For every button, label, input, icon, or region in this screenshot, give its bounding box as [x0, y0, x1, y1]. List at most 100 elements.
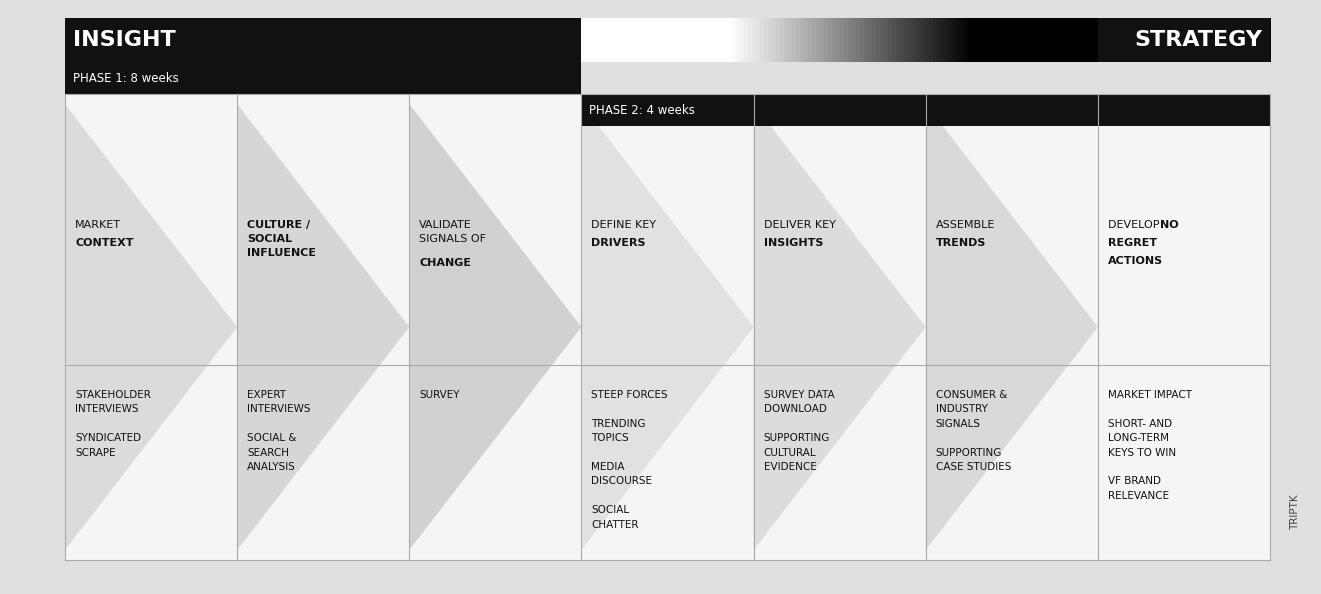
- FancyBboxPatch shape: [1206, 18, 1211, 62]
- FancyBboxPatch shape: [1226, 18, 1231, 62]
- FancyBboxPatch shape: [322, 18, 328, 62]
- FancyBboxPatch shape: [254, 18, 259, 62]
- FancyBboxPatch shape: [427, 18, 432, 62]
- FancyBboxPatch shape: [980, 18, 985, 62]
- FancyBboxPatch shape: [69, 18, 74, 62]
- FancyBboxPatch shape: [289, 18, 295, 62]
- FancyBboxPatch shape: [1258, 18, 1263, 62]
- FancyBboxPatch shape: [976, 18, 982, 62]
- FancyBboxPatch shape: [285, 18, 291, 62]
- FancyBboxPatch shape: [555, 18, 560, 62]
- Text: NO: NO: [1160, 220, 1178, 230]
- FancyBboxPatch shape: [604, 18, 608, 62]
- FancyBboxPatch shape: [563, 18, 568, 62]
- FancyBboxPatch shape: [985, 18, 989, 62]
- FancyBboxPatch shape: [1242, 18, 1247, 62]
- FancyBboxPatch shape: [125, 18, 131, 62]
- FancyBboxPatch shape: [612, 18, 617, 62]
- FancyBboxPatch shape: [1110, 18, 1115, 62]
- FancyBboxPatch shape: [458, 18, 464, 62]
- Text: DEFINE KEY: DEFINE KEY: [592, 220, 657, 230]
- FancyBboxPatch shape: [1194, 18, 1198, 62]
- FancyBboxPatch shape: [1210, 18, 1215, 62]
- FancyBboxPatch shape: [1061, 18, 1066, 62]
- FancyBboxPatch shape: [620, 18, 625, 62]
- FancyBboxPatch shape: [1133, 18, 1139, 62]
- FancyBboxPatch shape: [1198, 18, 1202, 62]
- FancyBboxPatch shape: [627, 18, 633, 62]
- FancyBboxPatch shape: [997, 18, 1001, 62]
- FancyBboxPatch shape: [889, 18, 893, 62]
- FancyBboxPatch shape: [897, 18, 901, 62]
- FancyBboxPatch shape: [844, 18, 849, 62]
- FancyBboxPatch shape: [828, 18, 834, 62]
- FancyBboxPatch shape: [230, 18, 235, 62]
- FancyBboxPatch shape: [868, 18, 873, 62]
- Text: MARKET IMPACT

SHORT- AND
LONG-TERM
KEYS TO WIN

VF BRAND
RELEVANCE: MARKET IMPACT SHORT- AND LONG-TERM KEYS …: [1108, 390, 1192, 501]
- Text: PHASE 1: 8 weeks: PHASE 1: 8 weeks: [73, 71, 178, 84]
- FancyBboxPatch shape: [728, 18, 733, 62]
- FancyBboxPatch shape: [450, 18, 456, 62]
- FancyBboxPatch shape: [1234, 18, 1239, 62]
- FancyBboxPatch shape: [1102, 18, 1106, 62]
- FancyBboxPatch shape: [756, 18, 761, 62]
- FancyBboxPatch shape: [1069, 18, 1074, 62]
- FancyBboxPatch shape: [659, 18, 664, 62]
- FancyBboxPatch shape: [913, 18, 918, 62]
- FancyBboxPatch shape: [929, 18, 934, 62]
- FancyBboxPatch shape: [165, 18, 170, 62]
- FancyBboxPatch shape: [65, 18, 70, 62]
- FancyBboxPatch shape: [1118, 18, 1123, 62]
- FancyBboxPatch shape: [277, 18, 283, 62]
- Text: ASSEMBLE: ASSEMBLE: [935, 220, 995, 230]
- FancyBboxPatch shape: [1041, 18, 1046, 62]
- FancyBboxPatch shape: [647, 18, 653, 62]
- FancyBboxPatch shape: [527, 18, 532, 62]
- FancyBboxPatch shape: [415, 18, 420, 62]
- Text: CHANGE: CHANGE: [419, 258, 472, 268]
- FancyBboxPatch shape: [1033, 18, 1038, 62]
- FancyBboxPatch shape: [366, 18, 371, 62]
- FancyBboxPatch shape: [466, 18, 472, 62]
- FancyBboxPatch shape: [173, 18, 178, 62]
- Text: STEEP FORCES

TRENDING
TOPICS

MEDIA
DISCOURSE

SOCIAL
CHATTER: STEEP FORCES TRENDING TOPICS MEDIA DISCO…: [592, 390, 668, 530]
- FancyBboxPatch shape: [740, 18, 745, 62]
- FancyBboxPatch shape: [600, 18, 604, 62]
- FancyBboxPatch shape: [1222, 18, 1227, 62]
- FancyBboxPatch shape: [210, 18, 214, 62]
- FancyBboxPatch shape: [1065, 18, 1070, 62]
- FancyBboxPatch shape: [110, 18, 114, 62]
- FancyBboxPatch shape: [808, 18, 814, 62]
- FancyBboxPatch shape: [169, 18, 174, 62]
- FancyBboxPatch shape: [1181, 18, 1186, 62]
- FancyBboxPatch shape: [403, 18, 407, 62]
- FancyBboxPatch shape: [122, 18, 127, 62]
- FancyBboxPatch shape: [1086, 18, 1090, 62]
- FancyBboxPatch shape: [106, 18, 110, 62]
- FancyBboxPatch shape: [917, 18, 922, 62]
- FancyBboxPatch shape: [852, 18, 857, 62]
- Text: INSIGHTS: INSIGHTS: [764, 238, 823, 248]
- FancyBboxPatch shape: [539, 18, 544, 62]
- Text: PHASE 2: 4 weeks: PHASE 2: 4 weeks: [589, 103, 695, 116]
- FancyBboxPatch shape: [624, 18, 629, 62]
- FancyBboxPatch shape: [655, 18, 660, 62]
- FancyBboxPatch shape: [334, 18, 339, 62]
- FancyBboxPatch shape: [250, 18, 255, 62]
- Text: DEVELOP: DEVELOP: [1108, 220, 1162, 230]
- FancyBboxPatch shape: [395, 18, 399, 62]
- Text: ACTIONS: ACTIONS: [1108, 256, 1162, 266]
- FancyBboxPatch shape: [246, 18, 251, 62]
- FancyBboxPatch shape: [775, 18, 781, 62]
- FancyBboxPatch shape: [515, 18, 520, 62]
- FancyBboxPatch shape: [804, 18, 808, 62]
- FancyBboxPatch shape: [206, 18, 210, 62]
- FancyBboxPatch shape: [1190, 18, 1194, 62]
- FancyBboxPatch shape: [876, 18, 881, 62]
- Text: DRIVERS: DRIVERS: [592, 238, 646, 248]
- FancyBboxPatch shape: [350, 18, 355, 62]
- FancyBboxPatch shape: [700, 18, 704, 62]
- FancyBboxPatch shape: [675, 18, 680, 62]
- FancyBboxPatch shape: [856, 18, 861, 62]
- FancyBboxPatch shape: [1094, 18, 1098, 62]
